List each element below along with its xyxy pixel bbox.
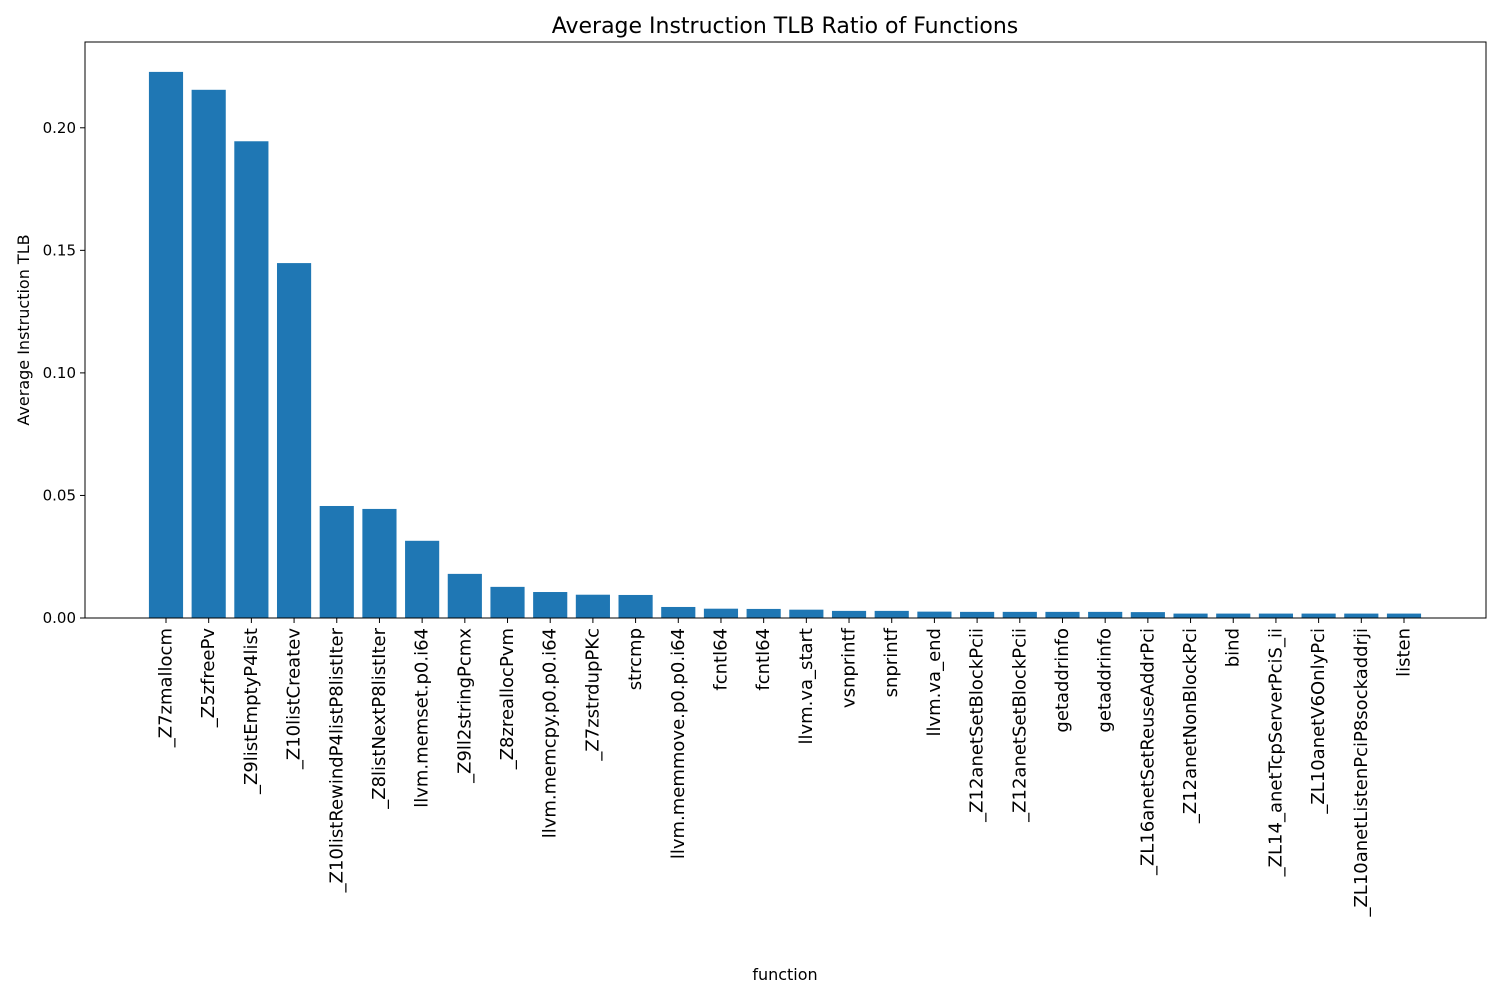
bars [148,71,1422,619]
plot-area-frame [84,41,1487,619]
x-tick-label-22: getaddrinfo [1095,628,1116,733]
x-tick-label-21: getaddrinfo [1052,628,1073,733]
y-tick-label-0: 0.00 [43,609,76,627]
bar-28 [1344,613,1379,618]
y-tick-label-3: 0.15 [43,241,76,259]
bar-29 [1386,613,1422,618]
bar-15 [789,609,824,618]
x-tick-label-18: llvm.va_end [924,628,945,737]
bar-17 [874,610,909,618]
x-tick-label-4: _Z10listRewindP4listP8listIter [326,627,347,893]
bar-13 [703,608,739,618]
bar-1 [191,89,226,619]
x-tick-label-24: _Z12anetNonBlockPci [1180,628,1201,824]
chart-title: Average Instruction TLB Ratio of Functio… [552,14,1019,39]
bar-23 [1130,612,1165,618]
x-tick-label-1: _Z5zfreePv [198,628,219,729]
bar-8 [490,586,525,618]
x-tick-label-3: _Z10listCreatev [284,628,305,770]
bar-20 [1002,611,1037,618]
x-tick-label-0: _Z7zmallocm [156,628,177,748]
x-tick-label-11: strcmp [625,628,646,690]
x-tick-label-13: fcntl64 [710,628,731,691]
bar-25 [1216,613,1251,618]
x-tick-label-19: _Z12anetSetBlockPcii [967,628,988,823]
x-tick-label-6: llvm.memset.p0.i64 [412,628,433,808]
x-tick-label-12: llvm.memmove.p0.p0.i64 [668,628,689,859]
x-tick-label-2: _Z9listEmptyP4list [241,628,262,795]
bar-21 [1045,611,1080,618]
bar-7 [447,573,482,618]
x-tick-label-27: _ZL10anetV6OnlyPci [1308,628,1329,815]
bar-12 [661,606,696,618]
x-axis-label: function [752,965,817,984]
y-tick-label-1: 0.05 [43,486,76,504]
bar-14 [746,608,781,618]
bar-2 [234,141,269,618]
bar-10 [575,594,610,618]
x-tick-label-9: llvm.memcpy.p0.p0.i64 [540,628,561,838]
y-tick-label-2: 0.10 [43,364,76,382]
x-tick-label-28: _ZL10anetListenPciP8sockaddrji [1351,628,1372,918]
x-tick-label-7: _Z9ll2stringPcmx [454,628,475,784]
bar-22 [1088,611,1123,618]
x-tick-label-17: snprintf [881,627,902,697]
x-tick-label-29: listen [1394,628,1415,677]
bar-26 [1258,613,1294,618]
x-tick-label-20: _Z12anetSetBlockPcii [1009,628,1030,823]
x-tick-label-5: _Z8listNextP8listIter [369,627,390,809]
bar-3 [276,263,312,618]
bar-5 [362,508,397,618]
bar-9 [533,592,568,618]
y-axis-ticks: 0.00 0.05 0.10 0.15 0.20 [43,119,85,627]
bar-18 [917,611,952,618]
bar-27 [1301,613,1336,618]
x-tick-label-15: llvm.va_start [796,628,817,745]
x-tick-label-16: vsnprintf [839,627,860,708]
x-axis-ticks: _Z7zmallocm _Z5zfreePv _Z9listEmptyP4list _… [156,618,1415,918]
x-tick-label-10: _Z7zstrdupPKc [582,628,603,762]
y-axis-label: Average Instruction TLB [14,234,33,425]
y-tick-label-4: 0.20 [43,119,76,137]
bar-0 [148,71,184,618]
bar-6 [405,540,440,618]
bar-16 [831,610,867,618]
bar-19 [960,611,995,618]
x-tick-label-23: _ZL16anetSetReuseAddrPci [1137,628,1158,876]
bar-11 [618,594,653,618]
bar-24 [1173,613,1208,618]
bar-4 [319,505,354,618]
x-tick-label-8: _Z8zreallocPvm [497,628,518,770]
x-tick-label-14: fcntl64 [753,628,774,691]
x-tick-label-25: bind [1223,628,1244,667]
x-tick-label-26: _ZL14_anetTcpServerPciS_ii [1265,628,1286,877]
